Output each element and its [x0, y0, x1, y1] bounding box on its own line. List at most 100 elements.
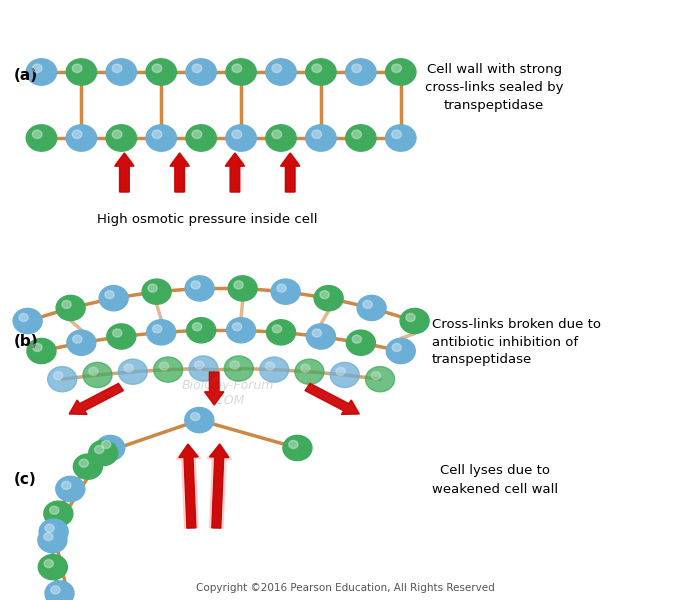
- Circle shape: [312, 329, 321, 337]
- Circle shape: [26, 125, 57, 151]
- Circle shape: [96, 436, 125, 461]
- Circle shape: [73, 335, 82, 343]
- Circle shape: [67, 330, 96, 355]
- FancyArrow shape: [226, 153, 244, 192]
- Circle shape: [73, 454, 102, 479]
- Text: Cell lyses due to
weakened cell wall: Cell lyses due to weakened cell wall: [432, 464, 558, 496]
- Circle shape: [45, 524, 54, 532]
- Circle shape: [152, 130, 162, 139]
- Circle shape: [357, 295, 386, 320]
- Text: High osmotic pressure inside cell: High osmotic pressure inside cell: [97, 213, 318, 226]
- Circle shape: [330, 362, 359, 388]
- Circle shape: [102, 440, 111, 448]
- Circle shape: [228, 276, 257, 301]
- Circle shape: [266, 59, 296, 85]
- Circle shape: [153, 357, 182, 382]
- Circle shape: [44, 501, 73, 526]
- Text: Copyright ©2016 Pearson Education, All Rights Reserved: Copyright ©2016 Pearson Education, All R…: [196, 583, 495, 593]
- Circle shape: [191, 412, 200, 421]
- Circle shape: [371, 371, 381, 380]
- Circle shape: [230, 361, 239, 369]
- Text: (c): (c): [14, 473, 37, 487]
- Circle shape: [44, 560, 53, 568]
- Circle shape: [146, 320, 176, 345]
- Circle shape: [32, 130, 42, 139]
- Circle shape: [27, 338, 56, 364]
- Circle shape: [99, 286, 128, 311]
- Circle shape: [312, 64, 321, 73]
- Circle shape: [234, 281, 243, 289]
- Circle shape: [53, 371, 63, 380]
- Circle shape: [146, 59, 176, 85]
- Circle shape: [62, 301, 71, 308]
- Circle shape: [118, 359, 147, 385]
- Circle shape: [107, 324, 136, 349]
- Circle shape: [187, 317, 216, 343]
- Circle shape: [227, 317, 256, 343]
- Circle shape: [272, 130, 282, 139]
- Circle shape: [363, 301, 372, 308]
- Text: BiolOgy-Forum
.COM: BiolOgy-Forum .COM: [182, 379, 274, 407]
- Circle shape: [106, 125, 137, 151]
- Circle shape: [146, 125, 176, 151]
- Circle shape: [26, 59, 57, 85]
- Circle shape: [400, 308, 429, 334]
- Circle shape: [232, 64, 242, 73]
- Circle shape: [186, 59, 216, 85]
- Circle shape: [45, 581, 74, 600]
- Circle shape: [266, 125, 296, 151]
- FancyArrow shape: [281, 153, 300, 192]
- Circle shape: [39, 519, 68, 544]
- Circle shape: [225, 356, 254, 381]
- Circle shape: [336, 367, 346, 376]
- Circle shape: [352, 335, 361, 343]
- Circle shape: [32, 64, 42, 73]
- Circle shape: [13, 308, 42, 334]
- Circle shape: [105, 290, 114, 299]
- Circle shape: [186, 125, 216, 151]
- Circle shape: [44, 533, 53, 541]
- Circle shape: [61, 481, 71, 490]
- Circle shape: [89, 367, 98, 376]
- Circle shape: [48, 367, 77, 392]
- Circle shape: [272, 64, 282, 73]
- Circle shape: [392, 64, 401, 73]
- Circle shape: [352, 130, 361, 139]
- FancyArrow shape: [171, 153, 189, 192]
- Circle shape: [392, 130, 401, 139]
- Circle shape: [267, 320, 296, 345]
- Circle shape: [386, 125, 416, 151]
- FancyArrow shape: [115, 153, 134, 192]
- FancyArrow shape: [179, 444, 198, 528]
- FancyArrow shape: [176, 444, 201, 528]
- Circle shape: [160, 362, 169, 370]
- FancyArrow shape: [225, 153, 245, 192]
- Circle shape: [320, 290, 329, 299]
- Circle shape: [312, 130, 321, 139]
- Circle shape: [88, 440, 117, 466]
- Circle shape: [366, 367, 395, 392]
- Circle shape: [193, 323, 202, 331]
- Circle shape: [66, 125, 97, 151]
- Circle shape: [283, 436, 312, 461]
- Circle shape: [226, 59, 256, 85]
- Circle shape: [191, 281, 200, 289]
- Text: (a): (a): [14, 67, 38, 82]
- Circle shape: [73, 64, 82, 73]
- Circle shape: [260, 357, 289, 382]
- FancyArrow shape: [305, 383, 359, 415]
- Text: Cross-links broken due to
antibiotic inhibition of
transpeptidase: Cross-links broken due to antibiotic inh…: [432, 317, 601, 367]
- Circle shape: [392, 343, 401, 352]
- Circle shape: [386, 59, 416, 85]
- Circle shape: [305, 125, 336, 151]
- Circle shape: [79, 459, 88, 467]
- Circle shape: [277, 284, 286, 292]
- Circle shape: [314, 286, 343, 311]
- Circle shape: [153, 325, 162, 333]
- Circle shape: [272, 325, 282, 333]
- Circle shape: [106, 59, 137, 85]
- Circle shape: [142, 279, 171, 304]
- Circle shape: [226, 125, 256, 151]
- Circle shape: [73, 130, 82, 139]
- Circle shape: [305, 59, 336, 85]
